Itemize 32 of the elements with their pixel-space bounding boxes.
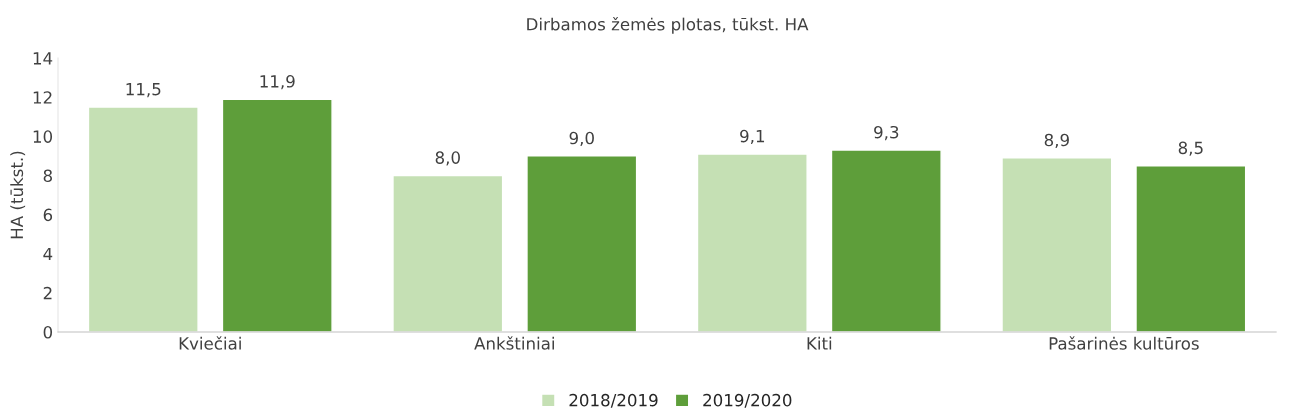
y-tick-label: 4	[43, 247, 53, 261]
y-tick-label: 14	[33, 52, 53, 65]
legend-label: 2019/2020	[703, 393, 792, 408]
data-label: 11,9	[260, 75, 295, 90]
data-label: 8,5	[1178, 141, 1203, 156]
data-label: 9,0	[569, 131, 594, 147]
data-label: 11,5	[126, 83, 161, 98]
bar	[696, 153, 808, 332]
bar	[1135, 165, 1247, 332]
y-tick-label: 12	[33, 91, 52, 104]
data-label: 8,9	[1044, 133, 1069, 149]
data-label: 9,1	[740, 129, 765, 145]
y-axis-title: HA (tūkst.)	[10, 151, 26, 239]
bar	[392, 174, 504, 332]
x-tick-label: Ankštiniai	[474, 336, 554, 350]
data-label: 9,3	[874, 125, 899, 141]
y-tick-label: 6	[43, 208, 53, 222]
x-tick-label: Pašarinės kultūros	[1049, 336, 1199, 350]
bar	[526, 155, 638, 332]
chart-title: Dirbamos žemės plotas, tūkst. HA	[527, 16, 809, 34]
bar	[87, 106, 199, 332]
bar	[1001, 157, 1113, 332]
data-label: 8,0	[435, 151, 460, 166]
legend-label: 2018/2019	[569, 393, 658, 408]
y-tick-label: 2	[43, 286, 52, 300]
x-tick-label: Kviečiai	[179, 336, 241, 350]
bar	[830, 149, 942, 332]
y-tick-label: 10	[33, 130, 53, 143]
y-tick-label: 0	[43, 325, 53, 339]
y-tick-label: 8	[43, 169, 52, 183]
x-tick-label: Kiti	[807, 336, 832, 350]
bar	[221, 98, 333, 332]
